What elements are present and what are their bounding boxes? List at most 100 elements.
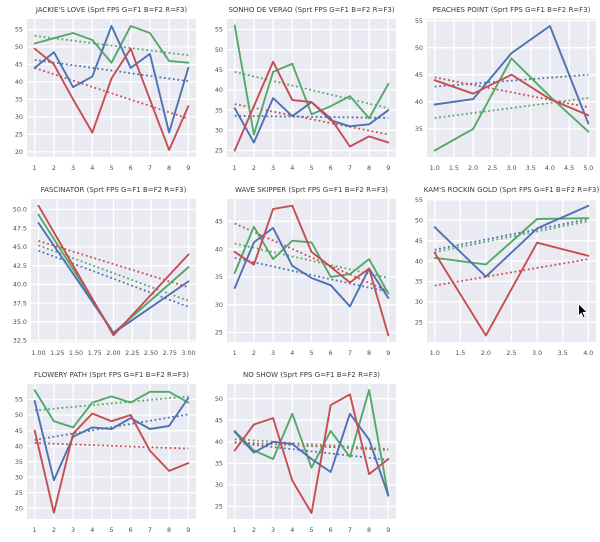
x-tick-label: 9 bbox=[186, 526, 190, 534]
trendline-blue bbox=[434, 218, 589, 251]
x-tick-label: 3.0 bbox=[532, 349, 542, 357]
y-tick-label: 35 bbox=[415, 278, 423, 286]
x-tick-label: 4 bbox=[290, 349, 294, 357]
y-tick-label: 42.5 bbox=[13, 262, 27, 270]
x-tick-label: 2 bbox=[52, 164, 56, 172]
x-tick-label: 1.0 bbox=[430, 349, 440, 357]
x-tick-label: 2.50 bbox=[144, 349, 158, 357]
y-tick-label: 35 bbox=[15, 458, 23, 466]
y-tick-label: 55 bbox=[15, 26, 23, 34]
x-tick-label: 3 bbox=[271, 349, 275, 357]
series-line-blue bbox=[33, 25, 190, 134]
trendline-blue bbox=[34, 413, 189, 441]
x-tick-label: 2.0 bbox=[468, 164, 478, 172]
x-tick-label: 7 bbox=[348, 349, 352, 357]
trendline-blue bbox=[434, 73, 589, 88]
y-tick-label: 45 bbox=[215, 66, 223, 74]
series-line-blue bbox=[233, 226, 390, 308]
series-line-red bbox=[37, 204, 190, 337]
x-tick-label: 5 bbox=[109, 164, 113, 172]
y-tick-label: 55 bbox=[215, 26, 223, 34]
chart-fascinator: 32.5 35.0 37.5 40.0 42.5 45.0 47.5 50.0 1.00 1.25… bbox=[0, 180, 200, 365]
x-tick-label: 5 bbox=[309, 164, 313, 172]
series-line-green bbox=[233, 389, 390, 497]
y-tick-label: 50 bbox=[15, 43, 23, 51]
y-tick-label: 55 bbox=[415, 17, 423, 25]
series-line-blue bbox=[433, 25, 590, 125]
y-tick-label: 45 bbox=[415, 71, 423, 79]
trendline-green bbox=[34, 395, 189, 412]
y-tick-label: 30 bbox=[215, 481, 223, 489]
x-tick-label: 2.5 bbox=[506, 349, 516, 357]
y-tick-label: 40 bbox=[215, 245, 223, 253]
x-tick-label: 4 bbox=[290, 164, 294, 172]
y-tick-label: 25 bbox=[215, 329, 223, 337]
y-tick-label: 30 bbox=[215, 301, 223, 309]
y-tick-label: 50 bbox=[215, 46, 223, 54]
trendline-red bbox=[434, 258, 589, 287]
chart-no-show: 25 30 35 40 45 50 1 2 3 4 5 6 7 8 9 NO SHOW (Sprt FPS G… bbox=[200, 365, 400, 542]
x-tick-label: 9 bbox=[386, 164, 390, 172]
series-line-blue bbox=[37, 222, 190, 334]
trendline-green bbox=[234, 71, 389, 110]
x-tick-label: 8 bbox=[367, 164, 371, 172]
series-line-red bbox=[233, 204, 390, 337]
x-tick-label: 6 bbox=[129, 164, 133, 172]
x-tick-label: 1.75 bbox=[88, 349, 102, 357]
x-tick-label: 1.5 bbox=[455, 349, 465, 357]
series-line-red bbox=[233, 60, 390, 152]
trendline-blue bbox=[234, 257, 389, 293]
series-line-green bbox=[33, 25, 190, 64]
y-tick-label: 35.0 bbox=[13, 318, 27, 326]
y-tick-label: 37.5 bbox=[13, 299, 27, 307]
y-tick-label: 20 bbox=[15, 148, 23, 156]
x-tick-label: 7 bbox=[148, 526, 152, 534]
y-tick-label: 25 bbox=[15, 131, 23, 139]
x-tick-label: 1.5 bbox=[449, 164, 459, 172]
x-tick-label: 4 bbox=[290, 526, 294, 534]
x-tick-label: 2 bbox=[252, 164, 256, 172]
x-tick-label: 1 bbox=[33, 164, 37, 172]
x-tick-label: 2.00 bbox=[106, 349, 120, 357]
x-tick-label: 4 bbox=[90, 164, 94, 172]
series-line-blue bbox=[33, 397, 190, 482]
series-line-red bbox=[433, 73, 590, 117]
series-line-red bbox=[33, 47, 190, 151]
chart-title: JACKIE'S LOVE (Sprt FPS G=F1 B=F2 R=F3) bbox=[35, 6, 188, 14]
x-tick-label: 3.00 bbox=[181, 349, 195, 357]
x-tick-label: 8 bbox=[367, 526, 371, 534]
chart-wave-skipper: 25 30 35 40 45 1 2 3 4 5 6 7 8 9 WAVE SKIPPER (Sprt FP… bbox=[200, 180, 400, 365]
trendline-red bbox=[34, 442, 189, 450]
chart-canvas: 25 30 35 40 45 50 55 1.0 1.5 2.0 2.5 3.0 3.5 4.0 KAM'S… bbox=[415, 186, 600, 357]
trendline-blue bbox=[234, 441, 389, 461]
x-tick-label: 4.0 bbox=[545, 164, 555, 172]
x-tick-label: 3.5 bbox=[526, 164, 536, 172]
x-tick-label: 3 bbox=[271, 526, 275, 534]
y-tick-label: 32.5 bbox=[13, 337, 27, 345]
series-line-green bbox=[33, 389, 190, 429]
y-tick-label: 25 bbox=[15, 489, 23, 497]
x-tick-label: 3.0 bbox=[506, 164, 516, 172]
series-line-green bbox=[433, 217, 590, 266]
y-tick-label: 25 bbox=[415, 319, 423, 327]
series-line-red bbox=[433, 241, 590, 337]
y-tick-label: 40 bbox=[215, 438, 223, 446]
y-tick-label: 45 bbox=[215, 416, 223, 424]
x-tick-label: 8 bbox=[367, 349, 371, 357]
y-tick-label: 45.0 bbox=[13, 243, 27, 251]
chart-canvas: 35 40 45 50 55 1.0 1.5 2.0 2.5 3.0 3.5 4.0 4.5 5.0 PEA… bbox=[415, 6, 596, 172]
y-tick-label: 30 bbox=[15, 113, 23, 121]
x-tick-label: 1 bbox=[233, 349, 237, 357]
y-tick-label: 40.0 bbox=[13, 281, 27, 289]
x-tick-label: 1 bbox=[233, 164, 237, 172]
x-tick-label: 6 bbox=[129, 526, 133, 534]
x-tick-label: 9 bbox=[186, 164, 190, 172]
y-tick-label: 25 bbox=[215, 503, 223, 511]
y-tick-label: 45 bbox=[15, 61, 23, 69]
chart-title: WAVE SKIPPER (Sprt FPS G=F1 B=F2 R=F3) bbox=[235, 186, 388, 194]
